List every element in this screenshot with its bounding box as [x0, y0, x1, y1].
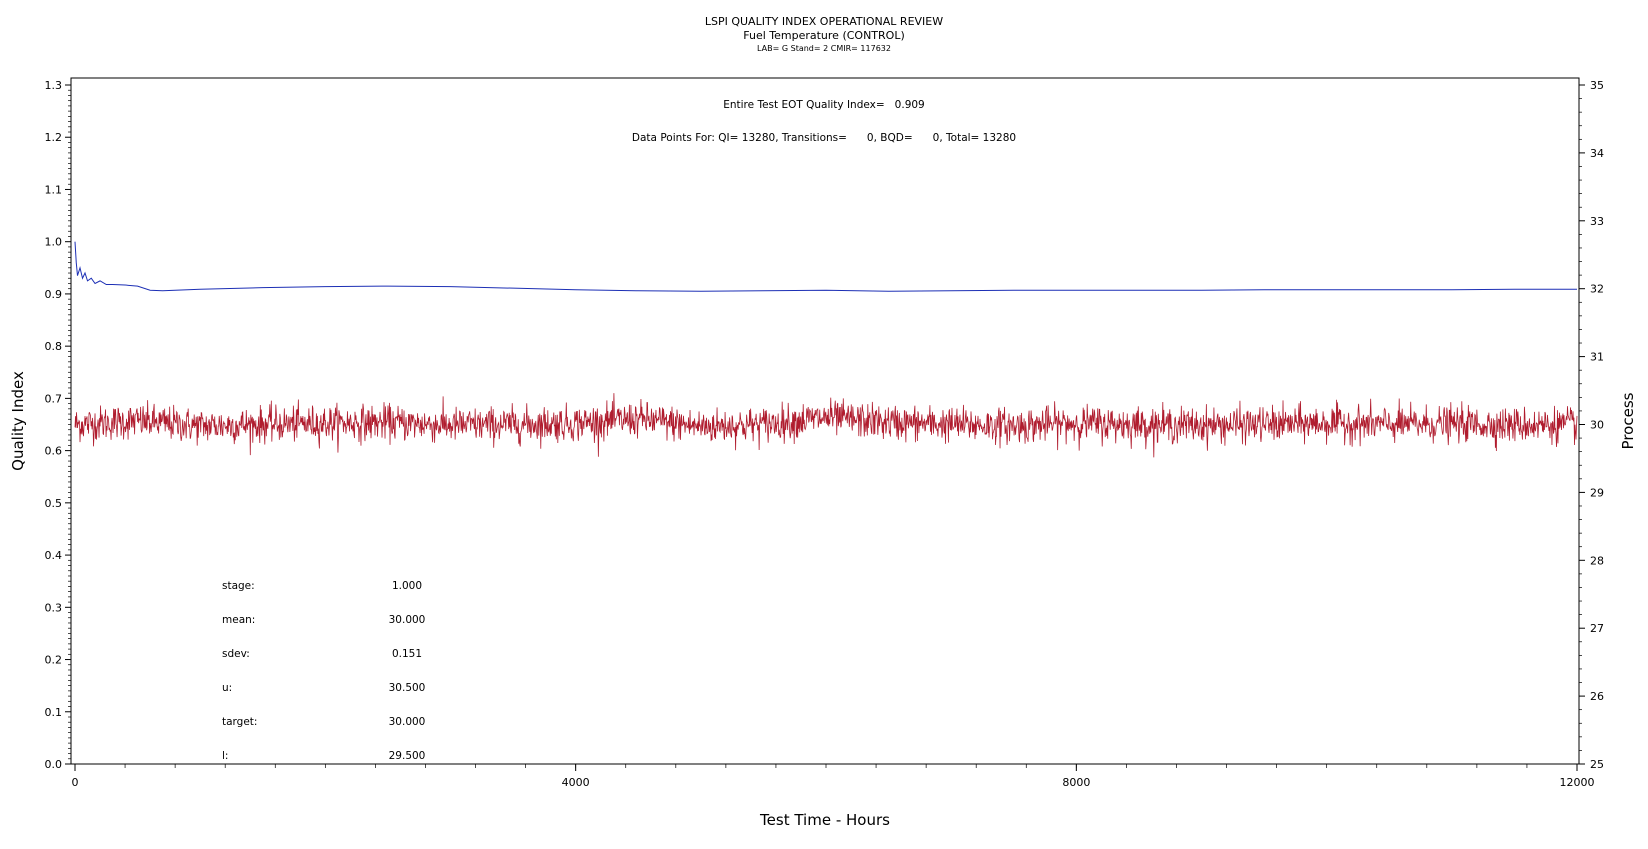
y2-tick-label: 34: [1590, 147, 1604, 160]
x-tick-label: 8000: [1062, 776, 1090, 789]
y2-tick-label: 25: [1590, 758, 1604, 771]
x-axis-title: Test Time - Hours: [759, 811, 890, 829]
y-axis-right: 25 26 27 28 29 30 31 32 33 34 35: [1579, 79, 1604, 771]
y-tick-label: 0.1: [45, 706, 63, 719]
y2-tick-label: 28: [1590, 554, 1604, 567]
y-axis-title: Quality Index: [9, 371, 27, 471]
stat-value: 29.500: [389, 750, 426, 762]
stat-label: stage:: [222, 580, 255, 592]
y-tick-label: 0.3: [45, 601, 63, 614]
y2-tick-label: 35: [1590, 79, 1604, 92]
stat-label: sdev:: [222, 648, 250, 660]
y-tick-label: 0.6: [45, 445, 63, 458]
y-axis-left: 0.0 0.1 0.2 0.3 0.4 0.5 0.6 0.7 0.8 0.9 1.0 1.1 1.2 1…: [45, 79, 71, 771]
y-tick-label: 1.2: [45, 131, 63, 144]
y-tick-label: 1.1: [45, 183, 63, 196]
y-tick-label: 0.2: [45, 654, 63, 667]
y2-tick-label: 27: [1590, 622, 1604, 635]
y-tick-label: 0.9: [45, 288, 63, 301]
process-line: [74, 393, 1578, 458]
x-axis: 0 4000 8000 12000: [72, 764, 1595, 789]
y2-tick-label: 33: [1590, 215, 1604, 228]
y2-tick-label: 32: [1590, 283, 1604, 296]
y2-tick-label: 26: [1590, 690, 1604, 703]
stat-label: mean:: [222, 614, 255, 626]
chart-title: LSPI QUALITY INDEX OPERATIONAL REVIEW: [705, 15, 943, 28]
stat-value: 30.000: [389, 716, 426, 728]
y2-axis-title: Process: [1619, 392, 1637, 449]
y-tick-label: 0.5: [45, 497, 63, 510]
stat-value: 30.500: [389, 682, 426, 694]
y-tick-label: 0.4: [45, 549, 63, 562]
y2-tick-label: 31: [1590, 351, 1604, 364]
plot-frame: [70, 77, 1580, 765]
stat-label: u:: [222, 682, 232, 694]
y-tick-label: 1.0: [45, 236, 63, 249]
stat-label: l:: [222, 750, 228, 762]
y-tick-label: 1.3: [45, 79, 63, 92]
stat-value: 0.151: [392, 648, 422, 660]
x-tick-label: 4000: [562, 776, 590, 789]
y-tick-label: 0.7: [45, 392, 63, 405]
series-process: [74, 393, 1578, 458]
x-tick-label: 12000: [1560, 776, 1595, 789]
annotation-quality-index: Entire Test EOT Quality Index= 0.909: [723, 99, 925, 111]
stat-value: 30.000: [389, 614, 426, 626]
y-tick-label: 0.0: [45, 758, 63, 771]
stat-label: target:: [222, 716, 257, 728]
y-tick-label: 0.8: [45, 340, 63, 353]
y2-tick-label: 29: [1590, 486, 1604, 499]
chart-subtitle-2: LAB= G Stand= 2 CMIR= 117632: [757, 44, 891, 53]
stats-block: stage: 1.000 mean: 30.000 sdev: 0.151 u: 30.500…: [222, 580, 425, 762]
annotation-data-points: Data Points For: QI= 13280, Transitions=…: [632, 132, 1016, 144]
quality-index-line: [74, 241, 1577, 292]
y2-tick-label: 30: [1590, 419, 1604, 432]
x-tick-label: 0: [72, 776, 79, 789]
chart-subtitle: Fuel Temperature (CONTROL): [743, 29, 905, 42]
series-quality-index: [74, 241, 1577, 292]
stat-value: 1.000: [392, 580, 422, 592]
